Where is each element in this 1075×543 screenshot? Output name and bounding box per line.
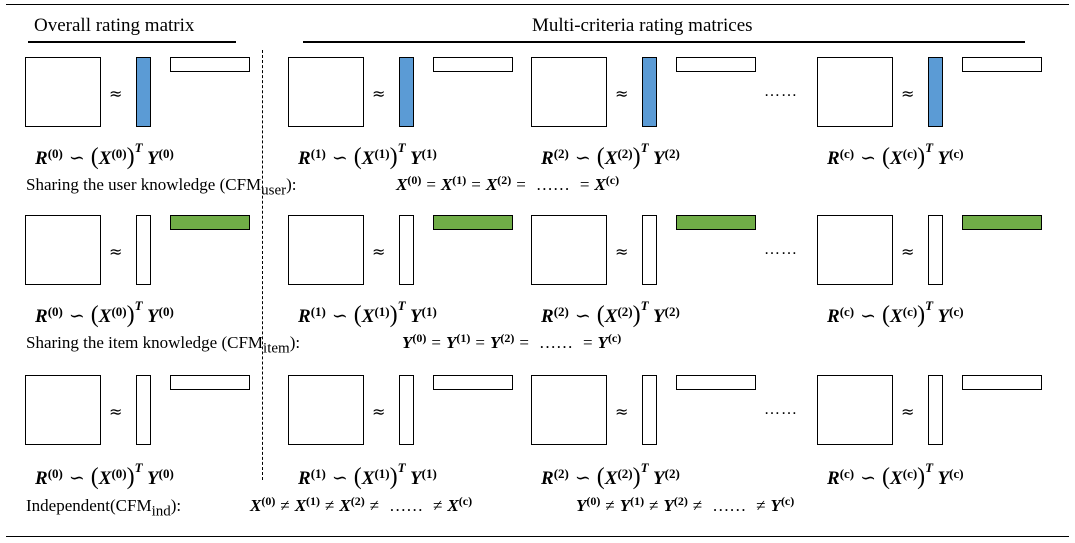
user-factor-matrix [642,375,657,445]
factorization-equation: R(2) ∽ (X(2))T Y(2) [541,298,680,328]
approx-symbol: ≈ [109,402,123,421]
rating-matrix [817,375,893,445]
dashed-separator [262,50,263,480]
top-rule [6,4,1069,5]
factorization-equation: R(c) ∽ (X(c))T Y(c) [827,460,964,490]
rating-matrix [288,57,364,127]
approx-symbol: ≈ [372,84,386,103]
rating-matrix [531,57,607,127]
rating-matrix [531,215,607,285]
rating-matrix [288,375,364,445]
knowledge-relation-item: Y(0) ≠ Y(1) ≠ Y(2) ≠…… ≠ Y(c) [576,494,795,515]
overall-header-underline [28,41,236,43]
user-factor-matrix [642,215,657,285]
approx-symbol: ≈ [109,242,123,261]
rating-matrix [817,57,893,127]
multi-criteria-header-underline [303,41,1025,43]
rating-matrix [25,215,101,285]
item-factor-matrix [170,57,250,72]
item-factor-matrix [433,57,513,72]
approx-symbol: ≈ [615,402,629,421]
item-factor-matrix [170,215,250,230]
approx-symbol: ≈ [901,84,915,103]
approx-symbol: ≈ [901,242,915,261]
sharing-label: Sharing the user knowledge (CFMuser): [26,175,297,199]
item-factor-matrix [962,57,1042,72]
user-factor-matrix [928,57,943,127]
approx-symbol: ≈ [615,242,629,261]
knowledge-relation: X(0) ≠ X(1) ≠ X(2) ≠…… ≠ X(c) [250,494,473,515]
factorization-equation: R(0) ∽ (X(0))T Y(0) [35,298,174,328]
rating-matrix [25,375,101,445]
item-factor-matrix [433,375,513,390]
factorization-equation: R(1) ∽ (X(1))T Y(1) [298,140,437,170]
item-factor-matrix [433,215,513,230]
approx-symbol: ≈ [109,84,123,103]
rating-matrix [531,375,607,445]
ellipsis: …… [764,241,798,258]
factorization-equation: R(c) ∽ (X(c))T Y(c) [827,140,964,170]
sharing-label: Sharing the item knowledge (CFMitem): [26,333,301,357]
approx-symbol: ≈ [615,84,629,103]
knowledge-relation: X(0) = X(1) = X(2) =…… = X(c) [396,173,620,194]
user-factor-matrix [136,57,151,127]
user-factor-matrix [928,375,943,445]
approx-symbol: ≈ [372,242,386,261]
rating-matrix [25,57,101,127]
factorization-equation: R(2) ∽ (X(2))T Y(2) [541,140,680,170]
item-factor-matrix [676,375,756,390]
knowledge-relation: Y(0) = Y(1) = Y(2) =…… = Y(c) [402,331,622,352]
rating-matrix [817,215,893,285]
item-factor-matrix [962,375,1042,390]
user-factor-matrix [399,215,414,285]
overall-header: Overall rating matrix [34,15,195,36]
user-factor-matrix [136,215,151,285]
user-factor-matrix [928,215,943,285]
ellipsis: …… [764,83,798,100]
ellipsis: …… [764,401,798,418]
user-factor-matrix [399,375,414,445]
factorization-equation: R(0) ∽ (X(0))T Y(0) [35,460,174,490]
item-factor-matrix [962,215,1042,230]
rating-matrix [288,215,364,285]
approx-symbol: ≈ [901,402,915,421]
user-factor-matrix [136,375,151,445]
factorization-equation: R(c) ∽ (X(c))T Y(c) [827,298,964,328]
factorization-equation: R(0) ∽ (X(0))T Y(0) [35,140,174,170]
factorization-equation: R(1) ∽ (X(1))T Y(1) [298,298,437,328]
factorization-equation: R(2) ∽ (X(2))T Y(2) [541,460,680,490]
item-factor-matrix [170,375,250,390]
user-factor-matrix [642,57,657,127]
item-factor-matrix [676,57,756,72]
sharing-label: Independent(CFMind): [26,496,182,520]
user-factor-matrix [399,57,414,127]
approx-symbol: ≈ [372,402,386,421]
multi-criteria-header: Multi-criteria rating matrices [532,15,753,36]
item-factor-matrix [676,215,756,230]
bottom-rule [6,536,1069,537]
factorization-equation: R(1) ∽ (X(1))T Y(1) [298,460,437,490]
